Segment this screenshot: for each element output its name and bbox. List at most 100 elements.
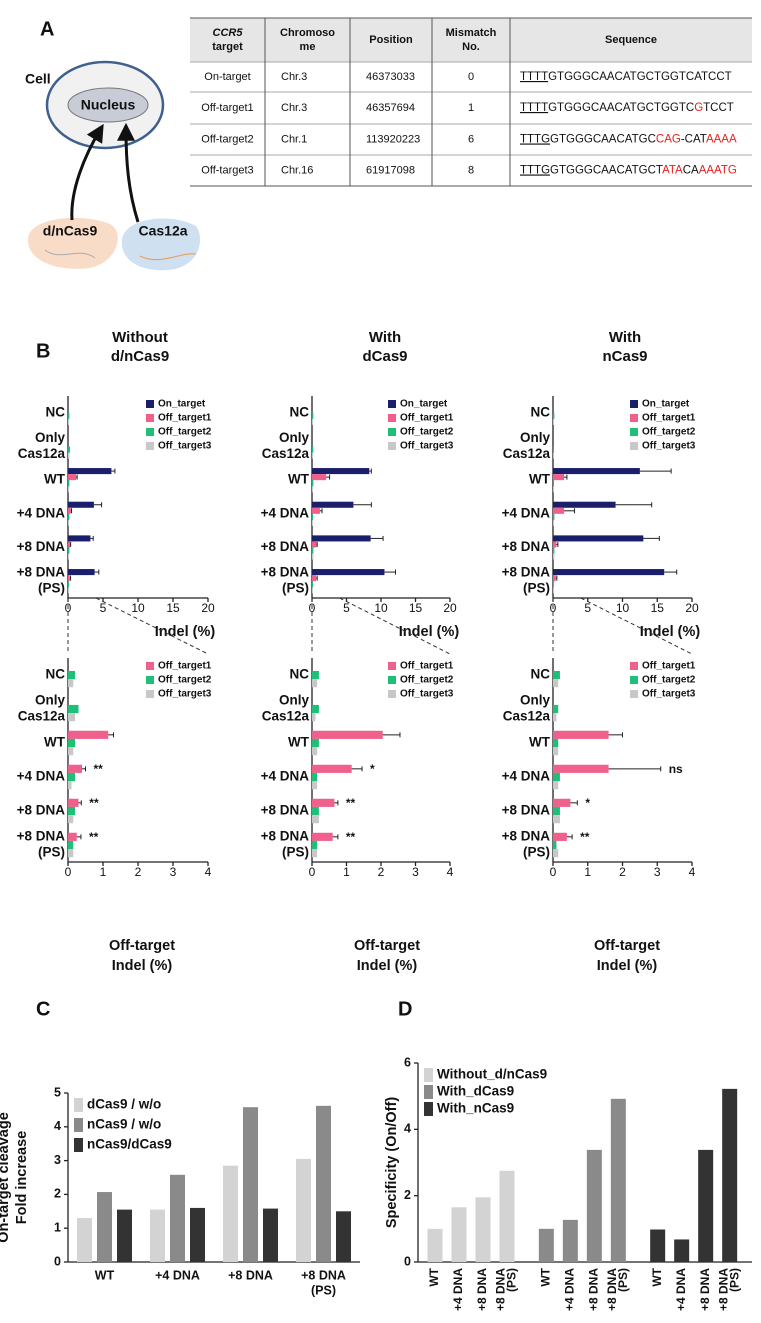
y-tick-label: +8 DNA [502,803,551,818]
bar [68,535,91,542]
bar [68,474,77,481]
bar [553,670,560,680]
legend-label: Off_target2 [642,427,696,438]
y-tick-label: (PS) [282,581,309,596]
error-bar [94,569,100,575]
sequence-segment: AAAA [706,134,737,146]
x-tick-label: 2 [619,865,626,879]
y-tick-label: NC [290,404,310,419]
error-bar [76,474,78,480]
bar [68,587,70,594]
chart-title: With [369,329,401,346]
bar [68,513,70,520]
bar [97,1192,112,1262]
bar [553,553,555,560]
legend-label: Off_target1 [642,661,696,672]
error-bar [564,474,568,480]
sequence-cell: TTTTGTGGGCAACATGCTGGTCATCCT [520,71,732,83]
x-tick-label: +8 DNA [716,1268,730,1311]
bar [553,581,554,588]
y-tick-label: +4 DNA [17,769,66,784]
x-tick-label: +4 DNA [674,1268,688,1311]
arrow [70,123,104,221]
x-tick-label: 10 [616,601,630,615]
x-tick-label: 2 [135,865,142,879]
x-tick-label: +8 DNA [698,1268,712,1311]
table-cell: 8 [468,164,474,176]
bar [68,501,94,508]
x-tick-label: 4 [447,865,454,879]
sequence-segment: AAATG [699,165,737,177]
y-tick-label: Only [520,693,550,708]
bar [553,781,559,790]
bar [553,569,665,576]
legend-label: Off_target3 [642,689,696,700]
header-cell: Sequence [605,34,657,46]
legend-swatch [388,400,396,408]
y-tick-label: +8 DNA [261,539,310,554]
x-tick-label: 20 [443,601,457,615]
bar [553,679,559,688]
legend-swatch [388,414,396,422]
bar [68,815,74,824]
x-tick-label: +4 DNA [451,1268,465,1311]
x-tick-label: 3 [170,865,177,879]
bar [553,418,555,425]
y-tick-label: +4 DNA [502,769,551,784]
y-tick-label: 0 [54,1254,61,1268]
cell-label: Cell [25,71,51,87]
bar [68,418,70,425]
error-bar [70,541,72,547]
x-tick-label: 20 [201,601,215,615]
bar [553,575,556,582]
y-tick-label: +8 DNA [17,565,66,580]
arrow [117,122,140,223]
legend-label: dCas9 / w/o [87,1097,161,1112]
bar [68,553,70,560]
bar [312,815,319,824]
table-cell: Chr.3 [281,71,307,83]
y-tick-label: Cas12a [262,709,310,724]
legend-label: nCas9 / w/o [87,1117,161,1132]
error-bar [351,766,363,772]
y-tick-label: WT [288,472,310,487]
legend-label: On_target [158,399,206,410]
bar [312,541,317,548]
legend-label: nCas9/dCas9 [87,1137,172,1152]
y-tick-label: 2 [404,1188,411,1202]
legend-swatch [630,428,638,436]
bar [538,1228,554,1262]
bar [312,679,318,688]
legend-swatch [146,690,154,698]
error-bar [334,800,339,806]
legend-swatch [146,400,154,408]
table-cell: 1 [468,102,474,114]
bar [312,553,314,560]
error-bar [93,502,103,508]
nucleus [67,87,149,123]
bar [68,764,82,773]
x-tick-label: 15 [651,601,665,615]
dncas9-blob [27,217,118,269]
error-bar [570,800,578,806]
y-tick-label: +4 DNA [261,769,310,784]
y-tick-label: +8 DNA [502,539,551,554]
legend-swatch [630,400,638,408]
x-tick-label: 4 [689,865,696,879]
legend-swatch [74,1118,83,1132]
y-tick-label: Only [35,430,65,445]
bar [312,507,320,514]
error-bar [69,575,72,581]
error-bar [369,468,372,474]
panel-label: C [36,998,50,1020]
x-tick-label: WT [95,1268,115,1282]
table-cell: Chr.1 [281,133,307,145]
y-tick-label: +8 DNA [261,803,310,818]
significance-label: ** [346,796,356,810]
bar [553,535,644,542]
bar [312,480,314,487]
sequence-segment: -CAT [681,134,707,146]
table-cell: Chr.3 [281,102,307,114]
y-tick-label: (PS) [523,581,550,596]
bar [722,1088,738,1262]
